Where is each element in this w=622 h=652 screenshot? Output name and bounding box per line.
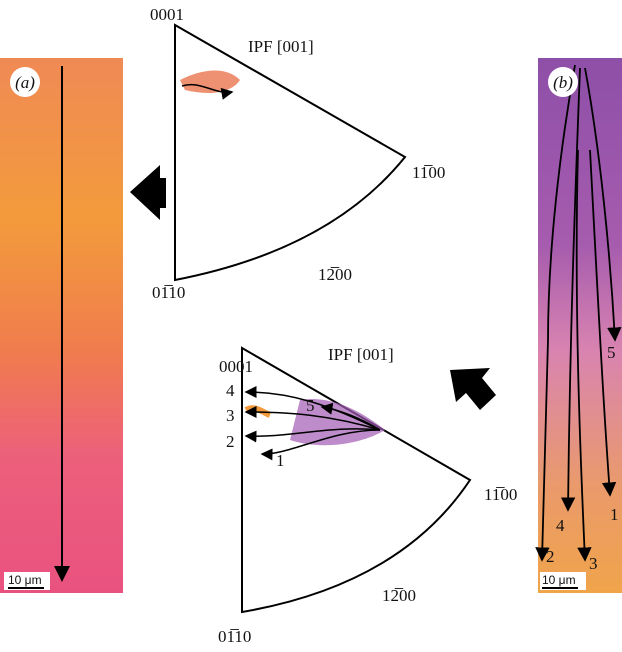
path-label: 2 <box>546 547 555 566</box>
scale-box <box>540 572 586 590</box>
path-label: 3 <box>226 406 235 425</box>
path <box>584 67 622 342</box>
path-label: 5 <box>607 343 616 362</box>
pole-label: 12̅00 <box>382 586 416 605</box>
pole-label: 11̅00 <box>484 485 517 504</box>
path-label: 2 <box>226 432 235 451</box>
paths <box>535 64 622 562</box>
scale-label: 10 μm <box>8 573 42 587</box>
path-label: 4 <box>226 381 235 400</box>
ipf-triangle <box>241 346 472 614</box>
path <box>244 428 381 443</box>
path <box>260 429 381 461</box>
ipf-title: IPF [001] <box>248 37 314 56</box>
paths <box>244 386 381 461</box>
pole-label: 0001 <box>219 357 253 376</box>
cluster <box>180 70 240 93</box>
path-label: 3 <box>589 554 598 573</box>
cluster <box>290 399 385 446</box>
panel-label: (b) <box>553 73 573 92</box>
path-label: 4 <box>556 516 565 535</box>
path <box>244 386 381 431</box>
big-arrow <box>450 368 496 410</box>
ipf-title: IPF [001] <box>328 345 394 364</box>
pole-label: 12̅00 <box>318 265 352 284</box>
path <box>589 149 617 497</box>
pole-label: 0001 <box>150 5 184 24</box>
path <box>244 406 381 431</box>
path <box>181 83 234 100</box>
map-b <box>538 58 622 593</box>
path <box>560 67 581 512</box>
path <box>535 64 576 562</box>
path <box>575 149 592 562</box>
scale-box <box>4 572 50 590</box>
big-arrow <box>130 165 166 220</box>
pole-label: 11̅00 <box>412 163 445 182</box>
path-label: 5 <box>306 396 315 415</box>
scale-label: 10 μm <box>542 573 576 587</box>
panel-label: (a) <box>15 73 35 92</box>
pole-label: 01̅10 <box>218 627 251 646</box>
label-badge <box>548 67 578 97</box>
path-label: 1 <box>610 505 619 524</box>
pole-label: 01̅10 <box>152 283 185 302</box>
ipf-triangle <box>174 23 407 282</box>
path-label: 1 <box>276 451 285 470</box>
label-badge <box>10 67 40 97</box>
path <box>320 402 381 431</box>
